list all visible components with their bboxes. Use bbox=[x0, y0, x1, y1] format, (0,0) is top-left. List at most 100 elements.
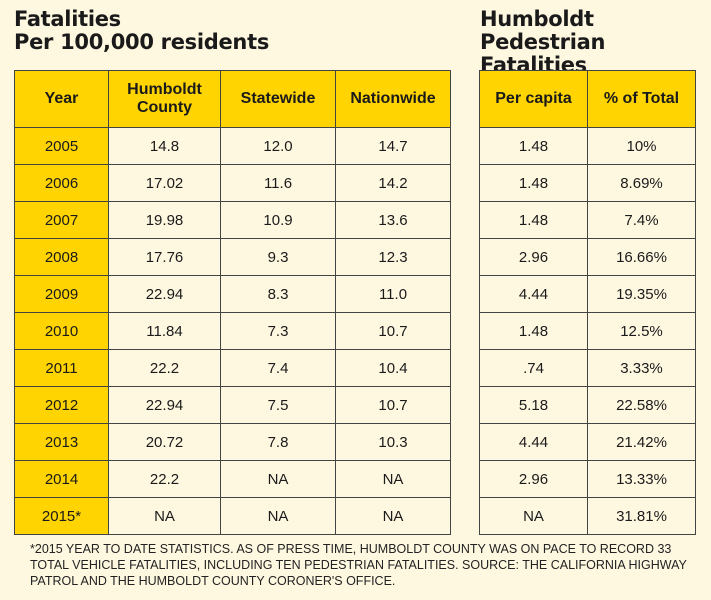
pedestrian-value-cell: 3.33% bbox=[587, 349, 696, 387]
fatalities-value-cell: 22.2 bbox=[108, 460, 221, 498]
pedestrian-row: 4.44 19.35% bbox=[479, 275, 696, 313]
pedestrian-value-cell: 21.42% bbox=[587, 423, 696, 461]
fatalities-value-cell: NA bbox=[220, 497, 336, 535]
pedestrian-row: NA 31.81% bbox=[479, 497, 696, 535]
pedestrian-value-cell: 19.35% bbox=[587, 275, 696, 313]
fatalities-value-cell: 11.84 bbox=[108, 312, 221, 350]
pedestrian-value-cell: 4.44 bbox=[479, 423, 588, 461]
fatalities-value-cell: 22.94 bbox=[108, 386, 221, 424]
fatalities-title-line-1: Fatalities bbox=[14, 7, 121, 31]
fatalities-year-cell: 2012 bbox=[14, 386, 109, 424]
pedestrian-table: Per capita% of Total 1.48 10% 1.48 8.69% 1.4… bbox=[479, 70, 696, 535]
fatalities-value-cell: 14.2 bbox=[335, 164, 451, 202]
pedestrian-row: 1.48 8.69% bbox=[479, 164, 696, 202]
fatalities-value-cell: NA bbox=[335, 497, 451, 535]
pedestrian-value-cell: 16.66% bbox=[587, 238, 696, 276]
fatalities-value-cell: 17.76 bbox=[108, 238, 221, 276]
pedestrian-title: Humboldt Pedestrian Fatalities bbox=[480, 8, 711, 77]
fatalities-row: 2011 22.2 7.4 10.4 bbox=[14, 349, 451, 387]
fatalities-year-cell: 2008 bbox=[14, 238, 109, 276]
fatalities-value-cell: 10.7 bbox=[335, 312, 451, 350]
pedestrian-value-cell: 12.5% bbox=[587, 312, 696, 350]
pedestrian-col-header-per-capita: Per capita bbox=[479, 70, 588, 128]
pedestrian-value-cell: .74 bbox=[479, 349, 588, 387]
pedestrian-value-cell: 8.69% bbox=[587, 164, 696, 202]
pedestrian-row: 1.48 7.4% bbox=[479, 201, 696, 239]
fatalities-row: 2014 22.2 NA NA bbox=[14, 460, 451, 498]
fatalities-value-cell: NA bbox=[220, 460, 336, 498]
fatalities-table-body: 2005 14.8 12.0 14.7 2006 17.02 11.6 14.2 2007 19.… bbox=[14, 127, 451, 535]
fatalities-col-header-humboldt-county: Humboldt County bbox=[108, 70, 221, 128]
fatalities-row: 2007 19.98 10.9 13.6 bbox=[14, 201, 451, 239]
fatalities-value-cell: 14.8 bbox=[108, 127, 221, 165]
fatalities-year-cell: 2013 bbox=[14, 423, 109, 461]
fatalities-value-cell: 19.98 bbox=[108, 201, 221, 239]
fatalities-col-header-year: Year bbox=[14, 70, 109, 128]
fatalities-row: 2010 11.84 7.3 10.7 bbox=[14, 312, 451, 350]
fatalities-year-cell: 2009 bbox=[14, 275, 109, 313]
pedestrian-value-cell: 2.96 bbox=[479, 238, 588, 276]
pedestrian-header-row: Per capita% of Total bbox=[479, 70, 696, 128]
fatalities-year-cell: 2010 bbox=[14, 312, 109, 350]
fatalities-value-cell: 10.4 bbox=[335, 349, 451, 387]
pedestrian-value-cell: 22.58% bbox=[587, 386, 696, 424]
pedestrian-row: 1.48 12.5% bbox=[479, 312, 696, 350]
fatalities-value-cell: 8.3 bbox=[220, 275, 336, 313]
fatalities-value-cell: 11.6 bbox=[220, 164, 336, 202]
fatalities-header-row: Year Humboldt County Statewide Nationwide bbox=[14, 70, 451, 128]
pedestrian-row: 2.96 16.66% bbox=[479, 238, 696, 276]
pedestrian-value-cell: 4.44 bbox=[479, 275, 588, 313]
fatalities-value-cell: 9.3 bbox=[220, 238, 336, 276]
fatalities-value-cell: 10.7 bbox=[335, 386, 451, 424]
pedestrian-row: 5.18 22.58% bbox=[479, 386, 696, 424]
pedestrian-value-cell: 1.48 bbox=[479, 127, 588, 165]
pedestrian-value-cell: 1.48 bbox=[479, 312, 588, 350]
fatalities-year-cell: 2005 bbox=[14, 127, 109, 165]
fatalities-value-cell: 20.72 bbox=[108, 423, 221, 461]
fatalities-row: 2012 22.94 7.5 10.7 bbox=[14, 386, 451, 424]
pedestrian-value-cell: 5.18 bbox=[479, 386, 588, 424]
fatalities-title: Fatalities Per 100,000 residents bbox=[14, 8, 269, 54]
fatalities-year-cell: 2007 bbox=[14, 201, 109, 239]
pedestrian-value-cell: 31.81% bbox=[587, 497, 696, 535]
pedestrian-value-cell: 2.96 bbox=[479, 460, 588, 498]
pedestrian-title-line-1: Humboldt bbox=[480, 7, 594, 31]
pedestrian-value-cell: 1.48 bbox=[479, 201, 588, 239]
fatalities-value-cell: NA bbox=[108, 497, 221, 535]
fatalities-table: Year Humboldt County Statewide Nationwide 2… bbox=[14, 70, 451, 535]
pedestrian-row: .74 3.33% bbox=[479, 349, 696, 387]
fatalities-value-cell: 22.94 bbox=[108, 275, 221, 313]
fatalities-col-header-nationwide: Nationwide bbox=[335, 70, 451, 128]
fatalities-row: 2006 17.02 11.6 14.2 bbox=[14, 164, 451, 202]
fatalities-value-cell: 11.0 bbox=[335, 275, 451, 313]
pedestrian-value-cell: 1.48 bbox=[479, 164, 588, 202]
fatalities-value-cell: 7.5 bbox=[220, 386, 336, 424]
pedestrian-value-cell: 10% bbox=[587, 127, 696, 165]
fatalities-value-cell: 22.2 bbox=[108, 349, 221, 387]
fatalities-value-cell: 10.9 bbox=[220, 201, 336, 239]
pedestrian-value-cell: 13.33% bbox=[587, 460, 696, 498]
pedestrian-table-body: 1.48 10% 1.48 8.69% 1.48 7.4% 2.96 16.66% 4.44 19… bbox=[479, 127, 696, 535]
fatalities-row: 2008 17.76 9.3 12.3 bbox=[14, 238, 451, 276]
fatalities-year-cell: 2015* bbox=[14, 497, 109, 535]
fatalities-year-cell: 2006 bbox=[14, 164, 109, 202]
fatalities-value-cell: 7.4 bbox=[220, 349, 336, 387]
fatalities-year-cell: 2011 bbox=[14, 349, 109, 387]
fatalities-row: 2013 20.72 7.8 10.3 bbox=[14, 423, 451, 461]
fatalities-value-cell: 10.3 bbox=[335, 423, 451, 461]
pedestrian-row: 1.48 10% bbox=[479, 127, 696, 165]
fatalities-value-cell: 14.7 bbox=[335, 127, 451, 165]
fatalities-value-cell: 7.3 bbox=[220, 312, 336, 350]
fatalities-row: 2015* NA NA NA bbox=[14, 497, 451, 535]
fatalities-col-header-statewide: Statewide bbox=[220, 70, 336, 128]
pedestrian-col-header-of-total: % of Total bbox=[587, 70, 696, 128]
fatalities-value-cell: 7.8 bbox=[220, 423, 336, 461]
footnote: *2015 YEAR TO DATE STATISTICS. AS OF PRE… bbox=[30, 542, 687, 588]
fatalities-title-line-2: Per 100,000 residents bbox=[14, 30, 270, 54]
fatalities-value-cell: NA bbox=[335, 460, 451, 498]
fatalities-year-cell: 2014 bbox=[14, 460, 109, 498]
pedestrian-row: 4.44 21.42% bbox=[479, 423, 696, 461]
pedestrian-row: 2.96 13.33% bbox=[479, 460, 696, 498]
fatalities-value-cell: 17.02 bbox=[108, 164, 221, 202]
fatalities-value-cell: 12.3 bbox=[335, 238, 451, 276]
